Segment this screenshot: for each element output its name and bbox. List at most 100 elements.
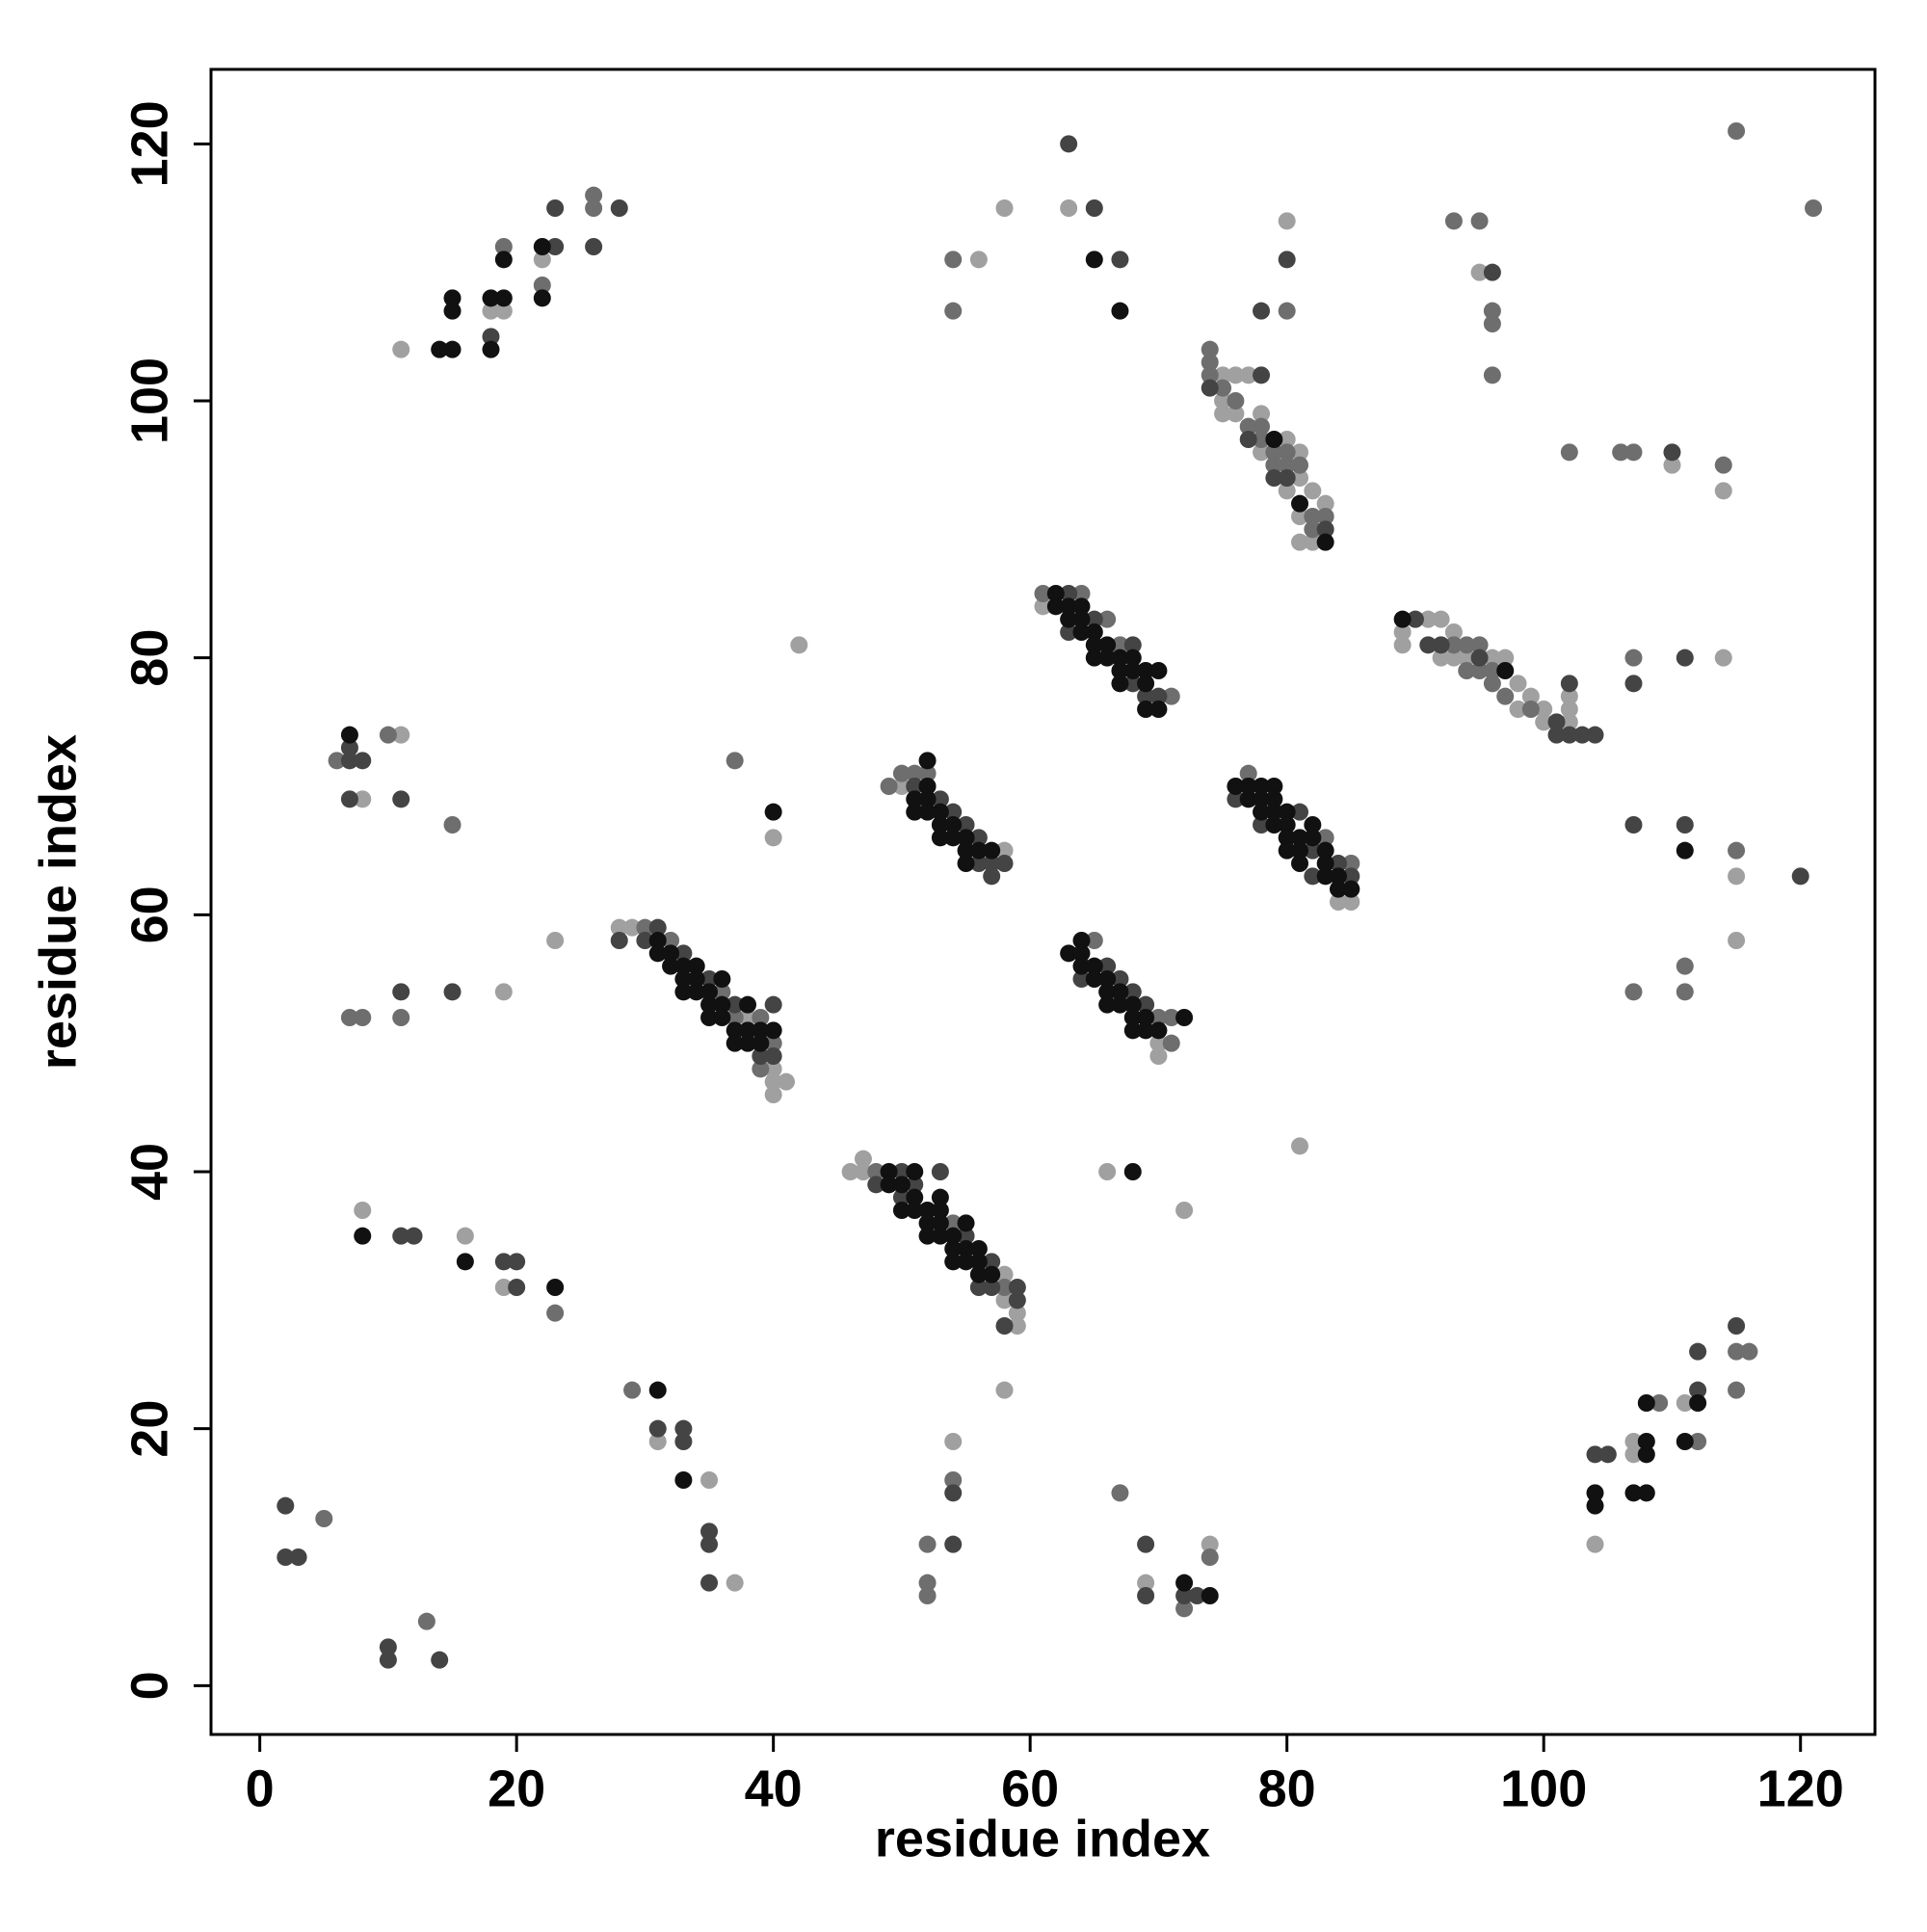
point: [354, 1227, 372, 1245]
point: [1637, 1394, 1655, 1412]
point: [1149, 662, 1168, 679]
point: [1253, 302, 1271, 320]
point: [1046, 585, 1065, 602]
point: [1149, 1021, 1168, 1040]
point: [892, 1202, 911, 1219]
point: [713, 995, 731, 1014]
point: [1432, 636, 1450, 654]
point: [1008, 1304, 1026, 1322]
point: [1342, 855, 1360, 872]
point: [957, 829, 975, 847]
point: [931, 1214, 949, 1232]
point: [1008, 1291, 1026, 1310]
point: [1444, 636, 1463, 654]
point: [764, 1034, 782, 1052]
point: [1316, 855, 1334, 872]
point: [1227, 778, 1245, 795]
point: [969, 1279, 988, 1296]
point: [1432, 648, 1450, 667]
point: [1329, 880, 1347, 898]
point: [1175, 1009, 1194, 1026]
point: [739, 1034, 757, 1052]
point: [906, 778, 924, 795]
point: [1728, 932, 1746, 949]
point: [354, 1009, 372, 1026]
point: [969, 855, 988, 872]
point: [983, 1265, 1001, 1284]
point: [1137, 1535, 1155, 1553]
point: [931, 816, 949, 834]
point: [995, 1279, 1014, 1296]
point: [354, 1202, 372, 1219]
point: [610, 199, 628, 217]
point: [1637, 1445, 1655, 1464]
point: [482, 289, 500, 307]
point: [944, 803, 963, 821]
point: [315, 1510, 333, 1527]
point: [1098, 648, 1117, 667]
point: [957, 855, 975, 872]
point: [700, 1535, 719, 1553]
point: [957, 1240, 975, 1257]
point: [969, 841, 988, 860]
point: [1149, 701, 1168, 718]
point: [957, 1227, 975, 1245]
point: [1560, 701, 1578, 718]
point-series: [315, 122, 1823, 1630]
point: [1714, 648, 1732, 667]
point: [1123, 1009, 1142, 1026]
point: [892, 764, 911, 782]
point: [1624, 983, 1643, 1001]
point: [1304, 533, 1322, 551]
x-tick-label: 0: [246, 1760, 275, 1817]
point: [328, 752, 346, 770]
point: [1123, 1021, 1142, 1040]
point: [1239, 778, 1257, 795]
point: [1239, 764, 1257, 782]
point: [648, 1419, 667, 1438]
point: [1304, 482, 1322, 500]
point: [1676, 841, 1694, 860]
point: [1253, 803, 1271, 821]
point: [674, 1433, 693, 1450]
point: [1521, 701, 1540, 718]
point: [1483, 302, 1501, 320]
point: [354, 790, 372, 808]
point: [1201, 1548, 1219, 1566]
point: [957, 816, 975, 834]
point: [892, 1163, 911, 1180]
point: [289, 1548, 307, 1566]
point: [906, 1163, 924, 1180]
point: [1098, 983, 1117, 1001]
point: [1291, 803, 1309, 821]
point: [700, 1009, 719, 1026]
point: [636, 932, 654, 949]
point: [1098, 995, 1117, 1014]
point: [340, 726, 358, 744]
point: [713, 983, 731, 1001]
point: [533, 277, 551, 294]
point: [1060, 597, 1078, 616]
point: [1253, 790, 1271, 808]
point: [906, 764, 924, 782]
point: [906, 803, 924, 821]
point: [392, 340, 410, 358]
point: [931, 1227, 949, 1245]
point: [1547, 713, 1566, 731]
point: [674, 957, 693, 975]
point: [1188, 1587, 1206, 1604]
point: [1291, 855, 1309, 872]
point: [1265, 431, 1283, 448]
x-tick-label: 100: [1500, 1760, 1587, 1817]
point: [1214, 392, 1232, 410]
point: [533, 238, 551, 255]
point: [1060, 623, 1078, 641]
point: [443, 302, 462, 320]
point: [944, 1253, 963, 1271]
point: [662, 944, 680, 963]
point: [700, 995, 719, 1014]
point: [1149, 1047, 1168, 1065]
point: [610, 932, 628, 949]
point: [1123, 1163, 1142, 1180]
